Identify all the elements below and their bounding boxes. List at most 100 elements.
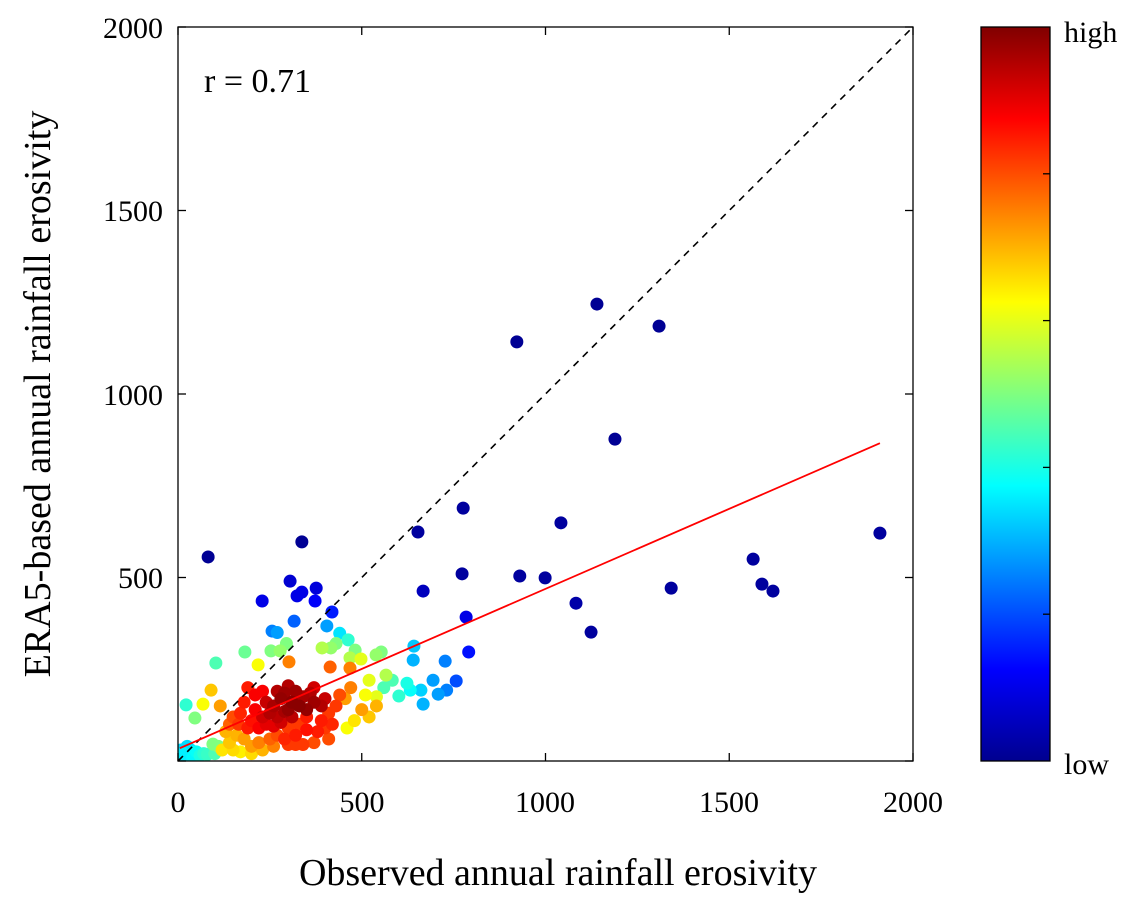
data-point xyxy=(289,728,303,742)
data-point xyxy=(426,673,440,687)
y-tick-label: 1000 xyxy=(103,379,163,412)
y-axis-label: ERA5-based annual rainfall erosivity xyxy=(17,111,59,678)
data-point xyxy=(255,594,269,608)
data-point xyxy=(333,688,347,702)
data-point xyxy=(538,571,552,585)
axis-ticks xyxy=(177,26,914,762)
data-points xyxy=(178,297,887,761)
data-point xyxy=(755,577,769,591)
data-point xyxy=(278,732,292,746)
data-point xyxy=(196,697,210,711)
x-tick-label: 1000 xyxy=(515,786,575,819)
data-point xyxy=(188,711,202,725)
data-point xyxy=(569,596,583,610)
data-point xyxy=(252,736,266,750)
data-point xyxy=(369,690,383,704)
data-point xyxy=(343,651,357,665)
data-point xyxy=(513,569,527,583)
data-point xyxy=(237,732,251,746)
data-point xyxy=(392,689,406,703)
data-point xyxy=(289,684,303,698)
data-point xyxy=(347,714,361,728)
data-point xyxy=(354,652,368,666)
data-point xyxy=(323,660,337,674)
identity-line xyxy=(177,26,914,762)
data-point xyxy=(414,683,428,697)
data-point xyxy=(273,644,287,658)
x-tick-label: 500 xyxy=(340,786,385,819)
data-point xyxy=(358,688,372,702)
data-point xyxy=(179,698,193,712)
data-point xyxy=(315,641,329,655)
data-point xyxy=(416,697,430,711)
data-point xyxy=(300,723,314,737)
y-tick-label: 500 xyxy=(118,562,163,595)
data-point xyxy=(256,684,270,698)
data-point xyxy=(287,614,301,628)
data-point xyxy=(309,581,323,595)
data-point xyxy=(292,699,306,713)
data-point xyxy=(431,687,445,701)
data-point xyxy=(400,676,414,690)
data-point xyxy=(251,658,265,672)
data-point xyxy=(264,644,278,658)
colorbar-high-label: high xyxy=(1064,16,1117,49)
x-axis-label: Observed annual rainfall erosivity xyxy=(299,852,817,894)
data-point xyxy=(341,633,355,647)
data-point xyxy=(314,714,328,728)
data-point xyxy=(766,584,780,598)
data-point xyxy=(411,525,425,539)
data-point xyxy=(282,655,296,669)
colorbar-low-label: low xyxy=(1064,748,1109,781)
data-point xyxy=(462,645,476,659)
x-tick-label: 0 xyxy=(171,786,186,819)
data-point xyxy=(343,661,357,675)
data-point xyxy=(590,297,604,311)
data-point xyxy=(416,584,430,598)
data-point xyxy=(209,656,223,670)
data-point xyxy=(213,699,227,713)
data-point xyxy=(325,605,339,619)
data-point xyxy=(438,654,452,668)
y-tick-label: 1500 xyxy=(103,195,163,228)
data-point xyxy=(308,594,322,608)
data-point xyxy=(456,501,470,515)
data-point xyxy=(322,732,336,746)
data-point xyxy=(295,585,309,599)
data-point xyxy=(652,319,666,333)
data-point xyxy=(608,432,622,446)
data-point xyxy=(233,706,247,720)
data-point xyxy=(379,668,393,682)
correlation-annotation: r = 0.71 xyxy=(204,63,311,100)
data-point xyxy=(459,610,473,624)
y-tick-label: 2000 xyxy=(103,12,163,45)
colorbar xyxy=(980,26,1051,762)
data-point xyxy=(344,681,358,695)
data-point xyxy=(554,516,568,530)
data-point xyxy=(406,653,420,667)
data-point xyxy=(295,535,309,549)
data-point xyxy=(237,695,251,709)
data-point xyxy=(455,567,469,581)
data-point xyxy=(283,574,297,588)
data-point xyxy=(204,683,218,697)
data-point xyxy=(307,736,321,750)
data-point xyxy=(449,674,463,688)
x-tick-label: 2000 xyxy=(883,786,943,819)
data-point xyxy=(355,703,369,717)
data-point xyxy=(510,335,524,349)
data-point xyxy=(201,550,215,564)
data-point xyxy=(325,717,339,731)
data-point xyxy=(296,737,310,751)
data-point xyxy=(369,699,383,713)
regression-line xyxy=(179,442,881,749)
data-point xyxy=(746,552,760,566)
data-point xyxy=(362,673,376,687)
data-point xyxy=(270,626,284,640)
data-point xyxy=(369,648,383,662)
data-point xyxy=(311,725,325,739)
data-point xyxy=(238,645,252,659)
colorbar-ticks xyxy=(1043,173,1050,615)
data-point xyxy=(873,526,887,540)
